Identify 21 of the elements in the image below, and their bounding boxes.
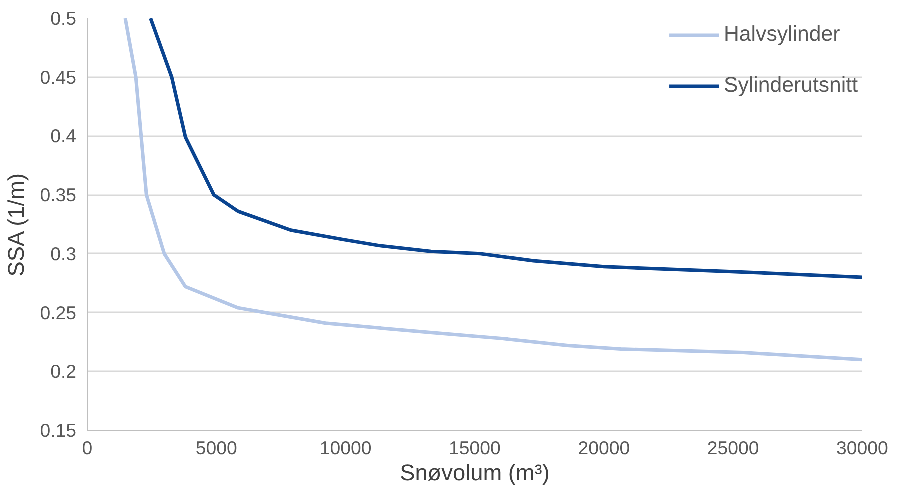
x-tick-label: 0 — [82, 438, 93, 458]
legend-label: Halvsylinder — [724, 22, 840, 47]
x-tick-label: 20000 — [578, 438, 630, 458]
x-tick-label: 15000 — [449, 438, 501, 458]
x-tick-label: 10000 — [320, 438, 372, 458]
y-tick-label: 0.15 — [40, 420, 76, 441]
y-tick-label: 0.35 — [40, 184, 76, 206]
y-tick-label: 0.2 — [50, 361, 77, 382]
x-axis-title: Snøvolum (m³) — [400, 460, 550, 486]
line-series — [124, 18, 862, 362]
y-tick-label: 0.3 — [50, 243, 77, 264]
line-series — [149, 18, 862, 280]
y-tick-label: 0.25 — [40, 302, 76, 324]
y-tick-label: 0.45 — [40, 66, 76, 88]
x-tick-label: 25000 — [707, 438, 760, 458]
x-tick-label: 5000 — [196, 438, 238, 458]
legend-label: Sylinderutsnitt — [724, 73, 858, 98]
x-tick-label: 30000 — [836, 438, 888, 458]
y-tick-label: 0.5 — [50, 8, 77, 29]
y-tick-label: 0.4 — [50, 126, 77, 147]
y-axis-title: SSA (1/m) — [3, 173, 30, 277]
